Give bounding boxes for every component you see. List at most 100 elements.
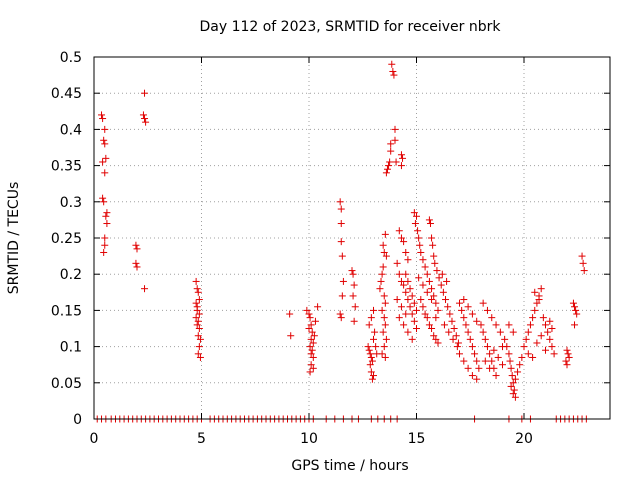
data-point	[379, 328, 387, 336]
data-point	[366, 361, 374, 369]
data-point	[194, 350, 202, 358]
data-point	[460, 296, 468, 304]
data-point	[391, 125, 399, 133]
data-point	[488, 357, 496, 365]
data-point	[533, 339, 541, 347]
data-point	[524, 350, 532, 358]
data-point	[571, 321, 579, 329]
data-point	[428, 234, 436, 242]
data-point	[430, 252, 438, 260]
data-point	[464, 364, 472, 372]
data-point	[501, 335, 509, 343]
data-point	[440, 321, 448, 329]
y-tick-label: 0.15	[51, 303, 82, 319]
y-tick-label: 0.35	[51, 159, 82, 175]
data-point	[434, 306, 442, 314]
data-point	[425, 277, 433, 285]
data-point	[392, 158, 400, 166]
data-point	[548, 343, 556, 351]
data-point	[307, 361, 315, 369]
data-point	[423, 270, 431, 278]
data-point	[402, 310, 410, 318]
data-point	[393, 296, 401, 304]
y-tick-label: 0.25	[51, 231, 82, 247]
data-point	[287, 332, 295, 340]
data-point	[511, 393, 519, 401]
data-point	[395, 314, 403, 322]
data-point	[383, 165, 391, 173]
data-point	[492, 372, 500, 380]
y-tick-label: 0.45	[51, 86, 82, 102]
data-point	[103, 209, 111, 217]
data-point	[522, 335, 530, 343]
data-point	[377, 277, 385, 285]
data-point	[338, 252, 346, 260]
data-point	[139, 111, 147, 119]
data-point	[387, 147, 395, 155]
y-tick-label: 0.5	[60, 50, 82, 66]
data-point	[141, 115, 149, 123]
data-point	[417, 296, 425, 304]
data-point	[479, 328, 487, 336]
data-point	[192, 314, 200, 322]
y-axis-label: SRMTID / TECUs	[6, 182, 22, 295]
data-point	[529, 314, 537, 322]
data-point	[483, 306, 491, 314]
data-point	[458, 306, 466, 314]
data-point	[389, 67, 397, 75]
data-point	[425, 216, 433, 224]
data-point	[413, 325, 420, 332]
data-point	[338, 292, 346, 300]
x-tick-labels: 0 5 10 15 20	[90, 431, 533, 447]
data-point	[368, 375, 376, 383]
data-point	[533, 299, 541, 307]
data-point	[430, 292, 438, 300]
data-point	[433, 267, 441, 275]
data-point	[306, 314, 314, 322]
data-point	[462, 321, 470, 329]
data-point	[337, 238, 345, 246]
data-point	[429, 241, 437, 249]
grid-lines	[94, 57, 610, 419]
data-point	[572, 306, 580, 314]
data-point	[404, 296, 412, 304]
data-point	[537, 285, 545, 293]
data-point	[371, 328, 379, 336]
data-point	[417, 248, 425, 256]
data-point	[432, 335, 440, 343]
data-point	[456, 299, 463, 307]
data-point	[379, 263, 387, 271]
plot-frame	[93, 56, 611, 420]
data-point	[460, 314, 468, 322]
data-point	[432, 299, 440, 307]
data-point	[481, 335, 489, 343]
data-point	[550, 350, 558, 358]
data-point	[367, 368, 375, 376]
data-point	[132, 259, 140, 267]
data-point	[466, 335, 474, 343]
data-point	[544, 328, 552, 336]
data-point	[423, 288, 431, 296]
data-point	[193, 303, 201, 311]
data-point	[537, 332, 545, 340]
data-point	[382, 335, 390, 343]
data-point	[510, 386, 518, 394]
data-point	[379, 241, 387, 249]
data-point	[406, 285, 414, 293]
data-point	[307, 321, 315, 329]
data-point	[102, 154, 110, 162]
data-point	[473, 357, 481, 365]
data-point	[303, 306, 311, 314]
data-point	[573, 310, 581, 318]
data-point	[193, 285, 201, 293]
data-point	[309, 364, 317, 372]
data-point	[393, 259, 401, 267]
data-point	[194, 288, 202, 296]
data-point	[101, 234, 109, 242]
data-point	[452, 332, 460, 340]
data-point	[195, 325, 203, 332]
data-point	[535, 296, 543, 304]
data-point	[410, 299, 418, 307]
data-point	[141, 285, 149, 293]
data-point	[286, 310, 294, 318]
